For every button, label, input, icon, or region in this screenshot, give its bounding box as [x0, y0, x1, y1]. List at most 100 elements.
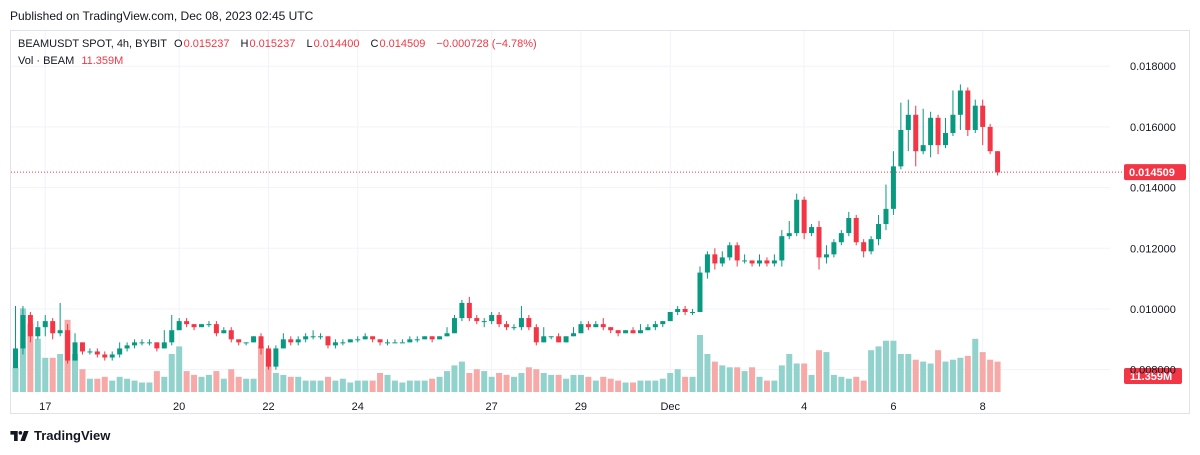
volume-bar [741, 371, 748, 392]
volume-bar [168, 354, 175, 392]
volume-bar [205, 374, 212, 392]
volume-bar [421, 380, 428, 392]
volume-bar [696, 335, 703, 392]
time-tick-label: 17 [39, 401, 51, 413]
time-tick-label: Dec [660, 401, 680, 413]
volume-bar [845, 378, 852, 392]
candle-body [823, 254, 829, 258]
candle-body [50, 321, 56, 334]
current-price-label: 0.014509 [1129, 167, 1175, 179]
candle-body [943, 132, 948, 146]
candle-body [757, 260, 762, 264]
volume-bar [704, 354, 711, 392]
volume-bar [808, 374, 815, 392]
candle-body [221, 330, 227, 334]
candle-body [251, 336, 257, 343]
candle-body [667, 312, 673, 322]
candle-body [623, 330, 629, 334]
chart-legend: BEAMUSDT SPOT, 4h, BYBIT O0.015237 H0.01… [18, 36, 541, 70]
candle-body [280, 339, 286, 349]
volume-bar [637, 380, 644, 392]
candle-body [831, 242, 837, 255]
volume-bar [436, 376, 443, 392]
volume-bar [138, 382, 145, 392]
candle-body [504, 324, 510, 328]
candle-body [303, 336, 309, 340]
candle-body [972, 105, 978, 130]
volume-bar [146, 382, 153, 392]
volume-bar [793, 363, 800, 392]
candle-body [704, 254, 710, 273]
tradingview-brand[interactable]: TradingView [10, 428, 110, 443]
candle-body [132, 342, 138, 346]
volume-bar [109, 380, 116, 392]
volume-bar [667, 373, 674, 392]
volume-bar [994, 361, 1001, 392]
volume-bar [897, 354, 904, 392]
time-tick-label: 22 [262, 401, 274, 413]
volume-bar [555, 374, 562, 392]
volume-bar [391, 380, 398, 392]
candle-body [184, 321, 190, 325]
volume-bar [161, 376, 168, 392]
candle-body [362, 336, 368, 340]
volume-bar [324, 376, 331, 392]
candle-body [533, 327, 539, 343]
candle-body [965, 90, 971, 130]
candle-body [541, 336, 547, 343]
candle-body [295, 339, 301, 343]
candle-body [928, 117, 934, 146]
candle-body [764, 260, 770, 264]
volume-bar [689, 376, 696, 392]
price-axis: 0.018000 0.016000 0.014000 0.012000 0.010000… [1130, 61, 1176, 376]
candle-body [146, 342, 152, 344]
volume-bar [823, 352, 830, 392]
candle-body [593, 324, 599, 328]
volume-bar [987, 359, 994, 392]
candle-body [451, 318, 457, 334]
candles [13, 84, 1001, 370]
volume-bar [250, 378, 257, 392]
volume-bar [191, 374, 198, 392]
chart-frame[interactable] [10, 30, 1190, 414]
candle-body [154, 342, 160, 349]
volume-bar [362, 380, 369, 392]
candle-body [355, 339, 361, 341]
volume-bar [414, 380, 421, 392]
legend-change: −0.000728 (−4.78%) [436, 38, 537, 50]
candle-body [489, 315, 495, 322]
candle-body [407, 339, 413, 343]
volume-bar [719, 365, 726, 392]
legend-low: L0.014400 [306, 38, 360, 50]
candle-body [310, 336, 316, 338]
volume-bar [377, 373, 384, 392]
candle-body [660, 321, 666, 325]
candle-body [838, 233, 844, 243]
volume-bar [585, 376, 592, 392]
volume-bar [711, 361, 718, 392]
volume-bar [682, 376, 689, 392]
candle-body [697, 272, 703, 313]
price-tick-label: 0.014000 [1130, 183, 1176, 195]
volume-bar [912, 359, 919, 392]
volume-bar [756, 376, 763, 392]
candle-body [437, 336, 443, 340]
candle-body [347, 339, 353, 343]
current-price-line: 0.014509 11.359M [11, 164, 1186, 384]
candle-body [288, 339, 294, 343]
candle-body [682, 308, 688, 313]
volume-bar [548, 374, 555, 392]
volume-bar [34, 338, 41, 392]
candle-body [957, 90, 963, 115]
candle-body [816, 227, 822, 258]
candle-body [325, 336, 331, 346]
volume-bar [339, 378, 346, 392]
volume-bar [347, 382, 354, 392]
volume-bar [473, 369, 480, 392]
candle-body [548, 336, 554, 338]
candle-body [265, 348, 271, 367]
candle-body [258, 336, 264, 349]
candle-body [630, 330, 636, 334]
candle-body [913, 114, 919, 152]
